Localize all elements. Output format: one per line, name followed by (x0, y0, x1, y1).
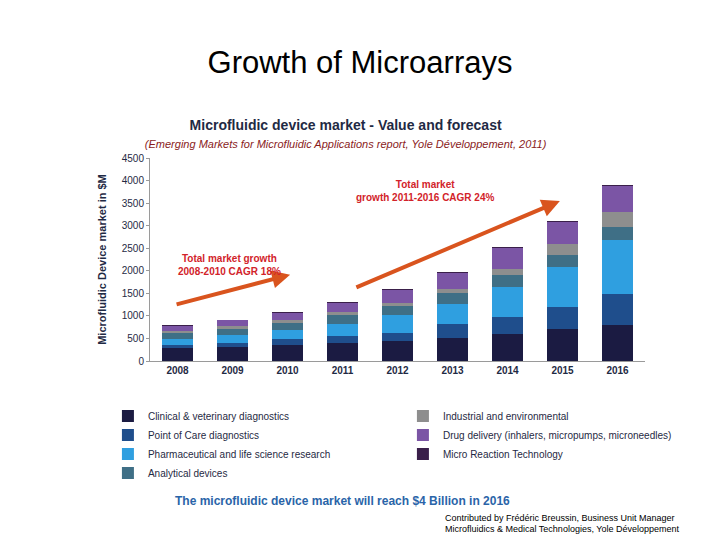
svg-text:2010: 2010 (276, 365, 299, 376)
svg-text:Micro Reaction Technology: Micro Reaction Technology (443, 449, 563, 460)
svg-text:Point of Care diagnostics: Point of Care diagnostics (148, 430, 259, 441)
svg-text:Microfluidic Device market in: Microfluidic Device market in $M (96, 174, 108, 345)
svg-text:2012: 2012 (386, 365, 409, 376)
svg-text:3000: 3000 (122, 220, 145, 231)
svg-text:2000: 2000 (122, 265, 145, 276)
svg-text:2011: 2011 (332, 365, 354, 376)
svg-text:Total market growth2008-2010 C: Total market growth2008-2010 CAGR 18% (178, 253, 281, 277)
html-text:The microfluidic device market: The microfluidic device market will reac… (175, 494, 510, 508)
svg-text:0: 0 (138, 356, 144, 367)
svg-text:2016: 2016 (606, 365, 629, 376)
html-text:Contributed by Frédéric Breuss: Contributed by Frédéric Breussin, Busine… (445, 513, 675, 523)
html-text:Growth of Microarrays: Growth of Microarrays (207, 45, 513, 80)
svg-text:Analytical devices: Analytical devices (148, 468, 227, 479)
svg-text:2009: 2009 (221, 365, 244, 376)
svg-text:500: 500 (127, 333, 144, 344)
svg-text:2500: 2500 (122, 243, 145, 254)
svg-text:1500: 1500 (122, 288, 145, 299)
svg-text:Pharmaceutical and life scienc: Pharmaceutical and life science research (148, 449, 330, 460)
svg-text:2008: 2008 (166, 365, 189, 376)
svg-text:Total marketgrowth 2011-2016 C: Total marketgrowth 2011-2016 CAGR 24% (356, 179, 494, 203)
svg-text:Industrial and environmental: Industrial and environmental (443, 411, 569, 422)
svg-text:1000: 1000 (122, 310, 145, 321)
svg-text:4500: 4500 (122, 153, 145, 164)
svg-text:3500: 3500 (122, 198, 145, 209)
html-text:Microfluidics & Medical Techno: Microfluidics & Medical Technologies, Yo… (445, 524, 679, 534)
svg-text:Clinical & veterinary diagnost: Clinical & veterinary diagnostics (148, 411, 289, 422)
svg-text:2015: 2015 (551, 365, 574, 376)
svg-text:2014: 2014 (496, 365, 519, 376)
svg-text:4000: 4000 (122, 175, 145, 186)
svg-text:2013: 2013 (441, 365, 464, 376)
svg-text:Drug delivery (inhalers, micro: Drug delivery (inhalers, micropumps, mic… (443, 430, 671, 441)
svg-text:Microfluidic device market - V: Microfluidic device market - Value and f… (145, 117, 547, 150)
